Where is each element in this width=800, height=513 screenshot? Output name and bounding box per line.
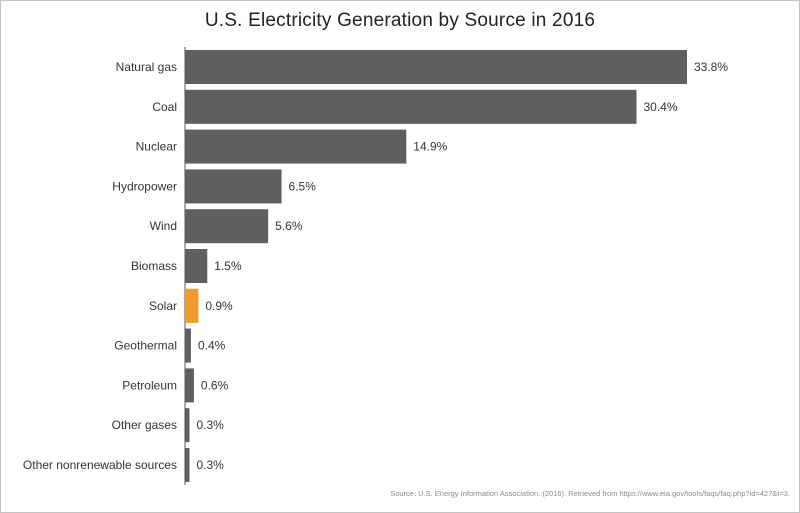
bar-other-gases [185,408,190,443]
bar-geothermal [185,328,191,363]
bar-coal [185,89,637,124]
bar-other-nonrenewable-sources [185,448,190,482]
category-label-other-nonrenewable-sources: Other nonrenewable sources [23,458,177,472]
value-label-petroleum: 0.6% [201,378,229,392]
value-label-coal: 30.4% [644,100,678,114]
category-label-solar: Solar [149,299,177,313]
value-label-biomass: 1.5% [214,259,242,273]
value-label-hydropower: 6.5% [289,179,317,193]
category-label-petroleum: Petroleum [122,378,177,392]
bar-solar [185,288,199,323]
bar-nuclear [185,129,407,164]
value-label-geothermal: 0.4% [198,339,226,353]
value-label-solar: 0.9% [205,299,233,313]
bar-natural-gas [185,50,687,84]
value-label-nuclear: 14.9% [413,140,447,154]
value-label-other-gases: 0.3% [196,418,224,432]
value-label-natural-gas: 33.8% [694,60,728,74]
bar-wind [185,209,269,244]
category-label-natural-gas: Natural gas [116,60,177,74]
category-label-wind: Wind [150,219,177,233]
bar-hydropower [185,169,282,204]
bar-biomass [185,249,208,283]
category-label-other-gases: Other gases [112,418,177,432]
bar-petroleum [185,368,194,403]
value-label-other-nonrenewable-sources: 0.3% [196,458,224,472]
category-label-biomass: Biomass [131,259,177,273]
category-label-hydropower: Hydropower [112,179,177,193]
source-note: Source: U.S. Energy Information Associat… [390,489,790,498]
value-label-wind: 5.6% [275,219,303,233]
category-label-nuclear: Nuclear [136,140,177,154]
bars-group: Natural gas 33.8% Coal 30.4% Nuclear 14.9% Hyd… [23,50,728,482]
chart-title: U.S. Electricity Generation by Source in… [204,10,596,31]
category-label-geothermal: Geothermal [114,339,177,353]
category-label-coal: Coal [152,100,177,114]
